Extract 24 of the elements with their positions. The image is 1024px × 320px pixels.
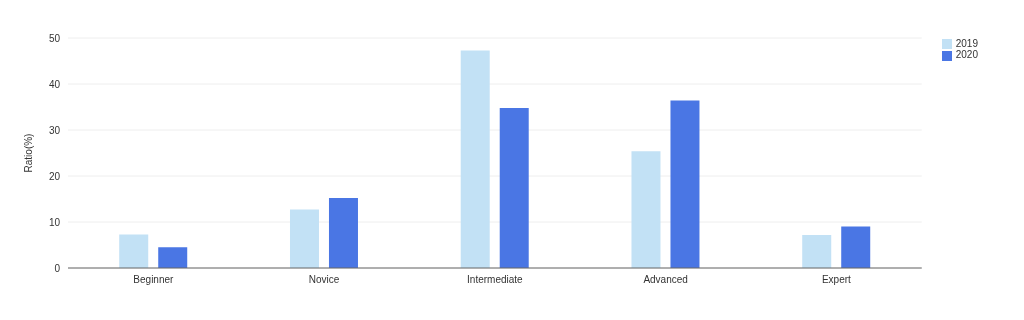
y-tick-label: 30 <box>48 124 61 136</box>
x-tick-label: Intermediate <box>467 274 524 286</box>
y-axis-title: Ratio(%) <box>22 133 34 173</box>
x-tick-label: Expert <box>821 274 852 286</box>
bar <box>119 234 149 268</box>
y-tick-label: 50 <box>48 32 61 44</box>
y-tick-label: 20 <box>48 170 61 182</box>
y-tick-label: 0 <box>54 262 61 274</box>
bar <box>499 107 529 268</box>
bar <box>631 151 661 268</box>
y-tick-label: 40 <box>48 78 61 90</box>
x-tick-label: Beginner <box>133 274 175 286</box>
bar <box>328 198 358 268</box>
bar <box>670 100 700 268</box>
bar <box>289 209 319 268</box>
x-tick-label: Novice <box>308 274 340 286</box>
bar <box>802 234 832 268</box>
bar <box>841 226 871 268</box>
legend-label: 2020 <box>955 49 978 61</box>
x-tick-label: Advanced <box>643 274 688 286</box>
legend-label: 2019 <box>955 38 978 49</box>
bar <box>460 50 490 268</box>
bar <box>158 247 188 268</box>
y-tick-label: 10 <box>48 216 61 228</box>
